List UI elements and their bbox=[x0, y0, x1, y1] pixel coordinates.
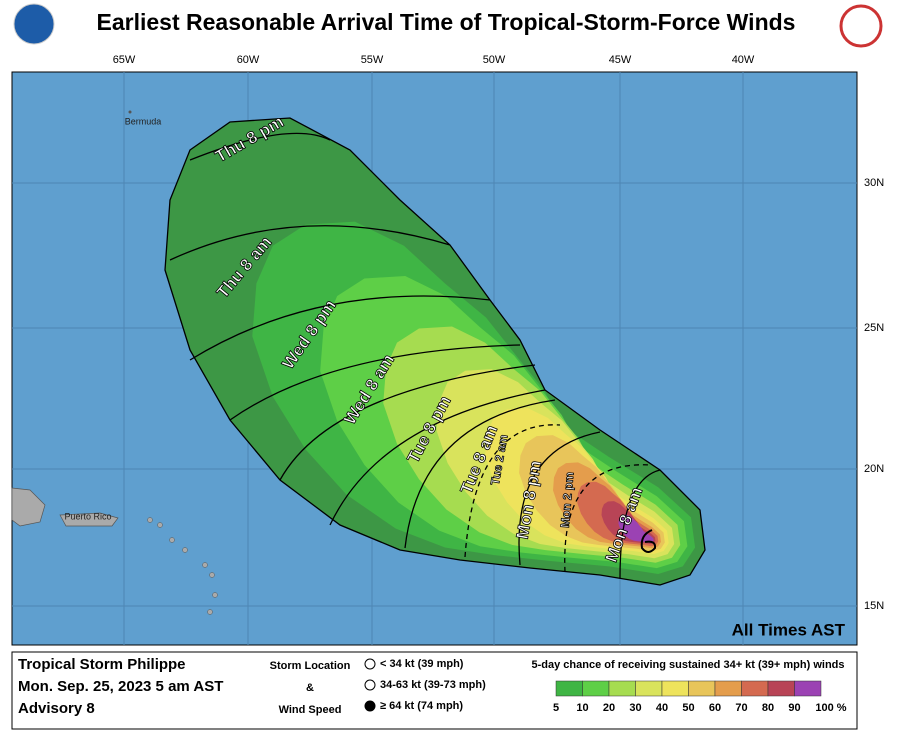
scale-label: 30 bbox=[629, 702, 641, 714]
storm-info: Tropical Storm Philippe bbox=[18, 656, 186, 673]
scale-title: 5-day chance of receiving sustained 34+ … bbox=[532, 659, 845, 671]
storm-icon bbox=[640, 529, 657, 553]
contour-line bbox=[564, 464, 651, 573]
scale-swatch bbox=[767, 680, 795, 697]
scale-label: 5 bbox=[553, 702, 559, 714]
island bbox=[207, 609, 213, 615]
lat-label: 30N bbox=[864, 177, 884, 189]
title: Earliest Reasonable Arrival Time of Trop… bbox=[97, 9, 796, 35]
island bbox=[182, 547, 188, 553]
scale-swatch bbox=[555, 680, 583, 697]
scale-label: 80 bbox=[762, 702, 774, 714]
scale-label: 100 % bbox=[815, 702, 846, 714]
noaa-logo bbox=[13, 3, 55, 45]
scale-label: 20 bbox=[603, 702, 615, 714]
scale-label: 90 bbox=[788, 702, 800, 714]
scale-swatch bbox=[661, 680, 689, 697]
key-title: Storm Location bbox=[270, 660, 351, 672]
key-icon bbox=[364, 679, 376, 691]
key-item: < 34 kt (39 mph) bbox=[380, 658, 464, 670]
contour-line bbox=[518, 431, 601, 566]
contour-line bbox=[229, 344, 521, 421]
lat-label: 15N bbox=[864, 600, 884, 612]
scale-swatch bbox=[582, 680, 610, 697]
nws-logo bbox=[839, 4, 883, 48]
storm-info: Mon. Sep. 25, 2023 5 am AST bbox=[18, 678, 223, 695]
contour-line bbox=[279, 364, 536, 481]
scale-label: 40 bbox=[656, 702, 668, 714]
scale-swatch bbox=[714, 680, 742, 697]
scale-swatch bbox=[635, 680, 663, 697]
contour-line bbox=[619, 469, 661, 579]
lat-label: 20N bbox=[864, 463, 884, 475]
contour-line bbox=[329, 389, 546, 526]
scale-label: 50 bbox=[682, 702, 694, 714]
contour-line bbox=[464, 424, 561, 558]
key-icon bbox=[364, 700, 376, 712]
lon-label: 40W bbox=[732, 54, 755, 66]
map-note: All Times AST bbox=[732, 620, 846, 639]
contour-label: Mon 2 pm bbox=[558, 471, 577, 528]
scale-label: 60 bbox=[709, 702, 721, 714]
lat-label: 25N bbox=[864, 322, 884, 334]
contour-line bbox=[169, 225, 451, 261]
legend: Tropical Storm Philippe Mon. Sep. 25, 202… bbox=[18, 656, 847, 717]
key-item: 34-63 kt (39-73 mph) bbox=[380, 679, 486, 691]
lon-label: 55W bbox=[361, 54, 384, 66]
scale-swatch bbox=[741, 680, 769, 697]
place-label: Puerto Rico bbox=[64, 511, 111, 521]
island bbox=[147, 517, 153, 523]
place-label: Bermuda bbox=[125, 116, 162, 126]
island bbox=[209, 572, 215, 578]
island bbox=[169, 537, 175, 543]
scale-swatch bbox=[608, 680, 636, 697]
contour-line bbox=[189, 132, 331, 161]
island bbox=[212, 592, 218, 598]
lon-label: 45W bbox=[609, 54, 632, 66]
island bbox=[128, 110, 132, 114]
land bbox=[59, 512, 119, 527]
storm-info: Advisory 8 bbox=[18, 700, 95, 717]
key-item: ≥ 64 kt (74 mph) bbox=[380, 700, 463, 712]
lon-label: 50W bbox=[483, 54, 506, 66]
island bbox=[157, 522, 163, 528]
contour-line bbox=[404, 399, 556, 549]
lon-label: 60W bbox=[237, 54, 260, 66]
key-icon bbox=[364, 658, 376, 670]
island bbox=[202, 562, 208, 568]
key-title: & bbox=[306, 682, 314, 694]
scale-swatch bbox=[688, 680, 716, 697]
lon-label: 65W bbox=[113, 54, 136, 66]
contour-line bbox=[189, 295, 491, 361]
scale-label: 70 bbox=[735, 702, 747, 714]
scale-label: 10 bbox=[576, 702, 588, 714]
land bbox=[11, 487, 46, 527]
scale-swatch bbox=[794, 680, 822, 697]
key-title: Wind Speed bbox=[279, 704, 342, 716]
